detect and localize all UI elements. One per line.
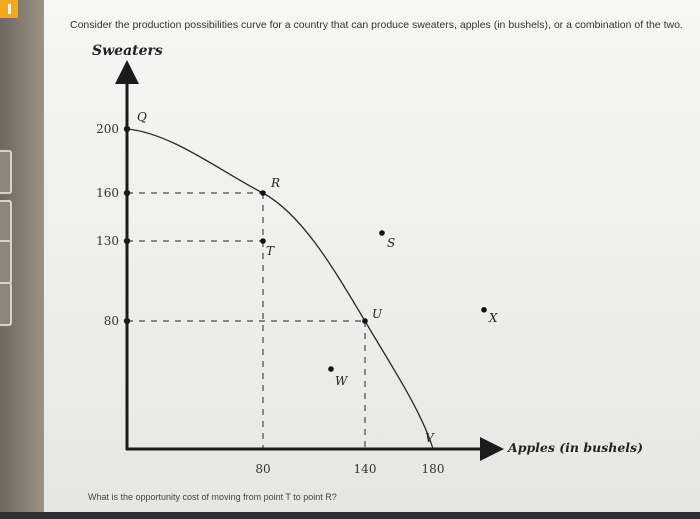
y-tick-mark <box>123 237 131 245</box>
production-possibilities-curve <box>126 128 434 450</box>
point-v-label: V <box>425 431 435 445</box>
point-t-label: T <box>266 244 275 258</box>
point-x-marker <box>481 307 487 313</box>
point-q-label: Q <box>137 110 147 124</box>
x-tick-label: 140 <box>354 462 377 476</box>
follow-up-question: What is the opportunity cost of moving f… <box>88 492 337 502</box>
background-tab-edge <box>0 150 12 194</box>
x-tick-label: 80 <box>255 462 270 476</box>
point-s-marker <box>379 230 385 236</box>
y-tick-label: 200 <box>96 122 119 136</box>
x-axis-label: Apples (in bushels) <box>507 440 643 455</box>
y-axis-label: Sweaters <box>92 43 163 59</box>
point-r-label: R <box>270 176 280 190</box>
point-u-marker <box>362 318 368 324</box>
y-tick-label: 80 <box>104 314 119 328</box>
y-tick-mark <box>123 125 131 133</box>
y-tick-mark <box>123 317 131 325</box>
background-tab-edge <box>0 282 12 326</box>
x-tick-label: 180 <box>422 462 445 476</box>
point-t-marker <box>260 238 266 244</box>
question-page <box>44 0 700 512</box>
y-tick-label: 160 <box>96 186 119 200</box>
point-x-label: X <box>488 311 498 325</box>
point-w-label: W <box>335 374 349 388</box>
notification-badge-icon <box>0 0 18 18</box>
bottom-bar <box>0 512 700 519</box>
point-s-label: S <box>387 236 395 250</box>
point-w-marker <box>328 366 334 372</box>
point-r-marker <box>260 190 266 196</box>
y-tick-mark <box>123 189 131 197</box>
point-u-label: U <box>372 307 383 321</box>
question-text: Consider the production possibilities cu… <box>70 19 683 31</box>
y-tick-label: 130 <box>96 234 119 248</box>
